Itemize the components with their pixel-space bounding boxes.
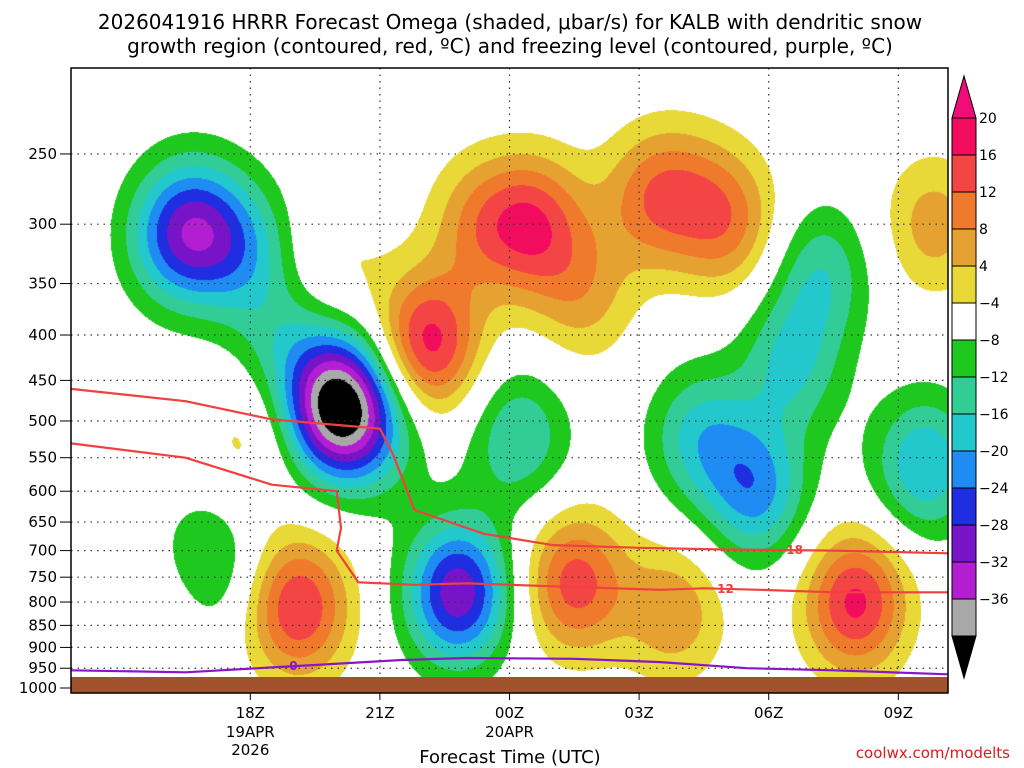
y-tick-label: 700 xyxy=(28,542,57,560)
y-tick-label: 650 xyxy=(28,513,57,531)
colorbar-segment xyxy=(951,487,977,526)
colorbar-segment xyxy=(951,265,977,304)
colorbar-segment xyxy=(951,117,977,156)
colorbar-segment xyxy=(951,376,977,415)
colorbar-bottom-arrow xyxy=(951,635,977,680)
y-tick-label: 1000 xyxy=(19,679,57,697)
chart-title-line-1: 2026041916 HRRR Forecast Omega (shaded, … xyxy=(98,10,922,34)
chart-title-line-2: growth region (contoured, red, ºC) and f… xyxy=(127,34,893,58)
x-tick-label: 09Z xyxy=(884,704,913,722)
colorbar-segment xyxy=(951,413,977,452)
colorbar: 20 16 12 8 4 −4 −8 −12 −16 −20 −24 −28 −32 −36 xyxy=(951,74,1009,680)
y-tick-label: 300 xyxy=(28,215,57,233)
x-tick-label: 06Z xyxy=(754,704,783,722)
contour-dgz-upper xyxy=(71,387,948,555)
y-tick-label: 750 xyxy=(28,568,57,586)
colorbar-segment xyxy=(951,191,977,230)
x-tick-date: 19APR xyxy=(226,723,275,741)
colorbar-segment xyxy=(951,524,977,563)
colorbar-label: −16 xyxy=(979,407,1009,423)
y-tick-label: 350 xyxy=(28,275,57,293)
colorbar-segment xyxy=(951,561,977,600)
colorbar-label: 8 xyxy=(979,222,988,238)
colorbar-segment xyxy=(951,228,977,267)
colorbar-segment xyxy=(951,154,977,193)
y-axis-ticks: 250 300 350 400 450 500 550 600 650 700 750 800 850 9… xyxy=(19,145,71,697)
credit-text: coolwx.com/modelts xyxy=(856,744,1010,762)
colorbar-label: −32 xyxy=(979,555,1009,571)
colorbar-segment xyxy=(951,339,977,378)
plot-area: 18 12 0 xyxy=(70,67,949,694)
colorbar-top-arrow xyxy=(951,74,977,119)
y-tick-label: 250 xyxy=(28,145,57,163)
colorbar-label: −24 xyxy=(979,481,1009,497)
y-tick-label: 500 xyxy=(28,412,57,430)
colorbar-segment xyxy=(951,302,977,341)
x-tick-label: 18Z xyxy=(236,704,265,722)
ground-strip xyxy=(71,677,948,693)
colorbar-label: −4 xyxy=(979,296,1000,312)
colorbar-segment xyxy=(951,450,977,489)
contour-label: 18 xyxy=(786,543,803,557)
y-tick-label: 450 xyxy=(28,371,57,389)
y-tick-label: 400 xyxy=(28,326,57,344)
colorbar-label: −36 xyxy=(979,592,1009,608)
y-tick-label: 850 xyxy=(28,616,57,634)
contour-dgz-lower xyxy=(71,442,948,594)
x-tick-date: 20APR xyxy=(485,723,534,741)
x-tick-year: 2026 xyxy=(231,741,269,759)
y-tick-label: 950 xyxy=(28,659,57,677)
colorbar-label: 12 xyxy=(979,185,997,201)
x-tick-label: 21Z xyxy=(365,704,394,722)
y-tick-label: 550 xyxy=(28,449,57,467)
colorbar-label: 20 xyxy=(979,111,997,127)
x-tick-label: 03Z xyxy=(624,704,653,722)
contour-label: 12 xyxy=(717,582,734,596)
y-tick-label: 800 xyxy=(28,593,57,611)
contour-label: 0 xyxy=(289,659,297,673)
colorbar-label: 16 xyxy=(979,148,997,164)
colorbar-segment xyxy=(951,598,977,637)
y-tick-label: 900 xyxy=(28,638,57,656)
colorbar-label: −8 xyxy=(979,333,1000,349)
colorbar-label: −28 xyxy=(979,518,1009,534)
y-tick-label: 600 xyxy=(28,482,57,500)
colorbar-label: −12 xyxy=(979,370,1009,386)
colorbar-label: 4 xyxy=(979,259,988,275)
x-tick-label: 00Z xyxy=(495,704,524,722)
contour-layer: 18 12 0 xyxy=(71,387,948,676)
x-axis-title: Forecast Time (UTC) xyxy=(419,747,600,768)
contour-freezing-level xyxy=(71,656,948,676)
colorbar-label: −20 xyxy=(979,444,1009,460)
